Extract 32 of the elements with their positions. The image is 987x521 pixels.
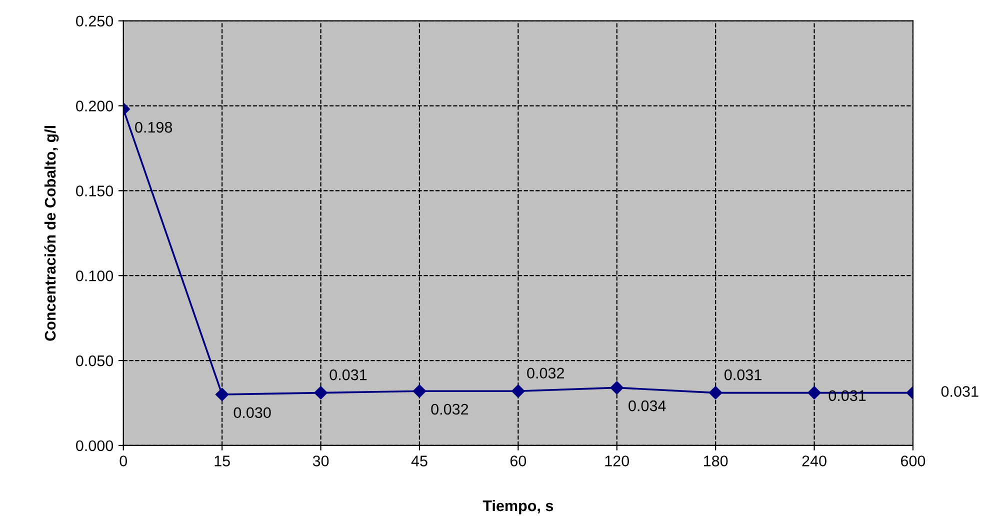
- y-tick-label: 0.100: [76, 270, 114, 282]
- point: [610, 381, 624, 394]
- data-label: 0.198: [135, 122, 172, 133]
- data-label: 0.031: [724, 369, 762, 380]
- x-tick-label: 120: [605, 456, 630, 466]
- x-tick-label: 15: [214, 456, 230, 466]
- data-label: 0.031: [941, 386, 978, 397]
- data-label: 0.032: [527, 368, 564, 379]
- point: [512, 384, 525, 398]
- x-tick-label: 45: [411, 456, 428, 466]
- y-axis-title: Concentración de Cobalto, g/l: [44, 126, 59, 341]
- y-tick-label: 0.200: [76, 100, 114, 112]
- data-label: 0.032: [431, 404, 468, 415]
- data-label: 0.031: [330, 369, 367, 380]
- x-tick-label: 30: [312, 456, 329, 466]
- y-tick-label: 0.000: [76, 440, 114, 452]
- point: [215, 388, 229, 402]
- point: [412, 384, 426, 398]
- y-tick-label: 0.150: [76, 186, 114, 196]
- data-label: 0.034: [628, 400, 666, 412]
- y-tick-label: 0.250: [76, 16, 114, 27]
- point: [708, 386, 722, 400]
- x-tick-label: 0: [120, 456, 128, 466]
- data-label: 0.030: [234, 407, 271, 418]
- point: [314, 386, 328, 400]
- x-tick-label: 600: [901, 456, 926, 466]
- x-axis-title: Tiempo, s: [482, 500, 554, 514]
- x-tick-label: 240: [802, 456, 826, 466]
- y-tick-label: 0.050: [76, 355, 114, 366]
- x-tick-label: 180: [704, 456, 728, 466]
- point: [808, 386, 821, 400]
- x-tick-label: 60: [510, 456, 526, 466]
